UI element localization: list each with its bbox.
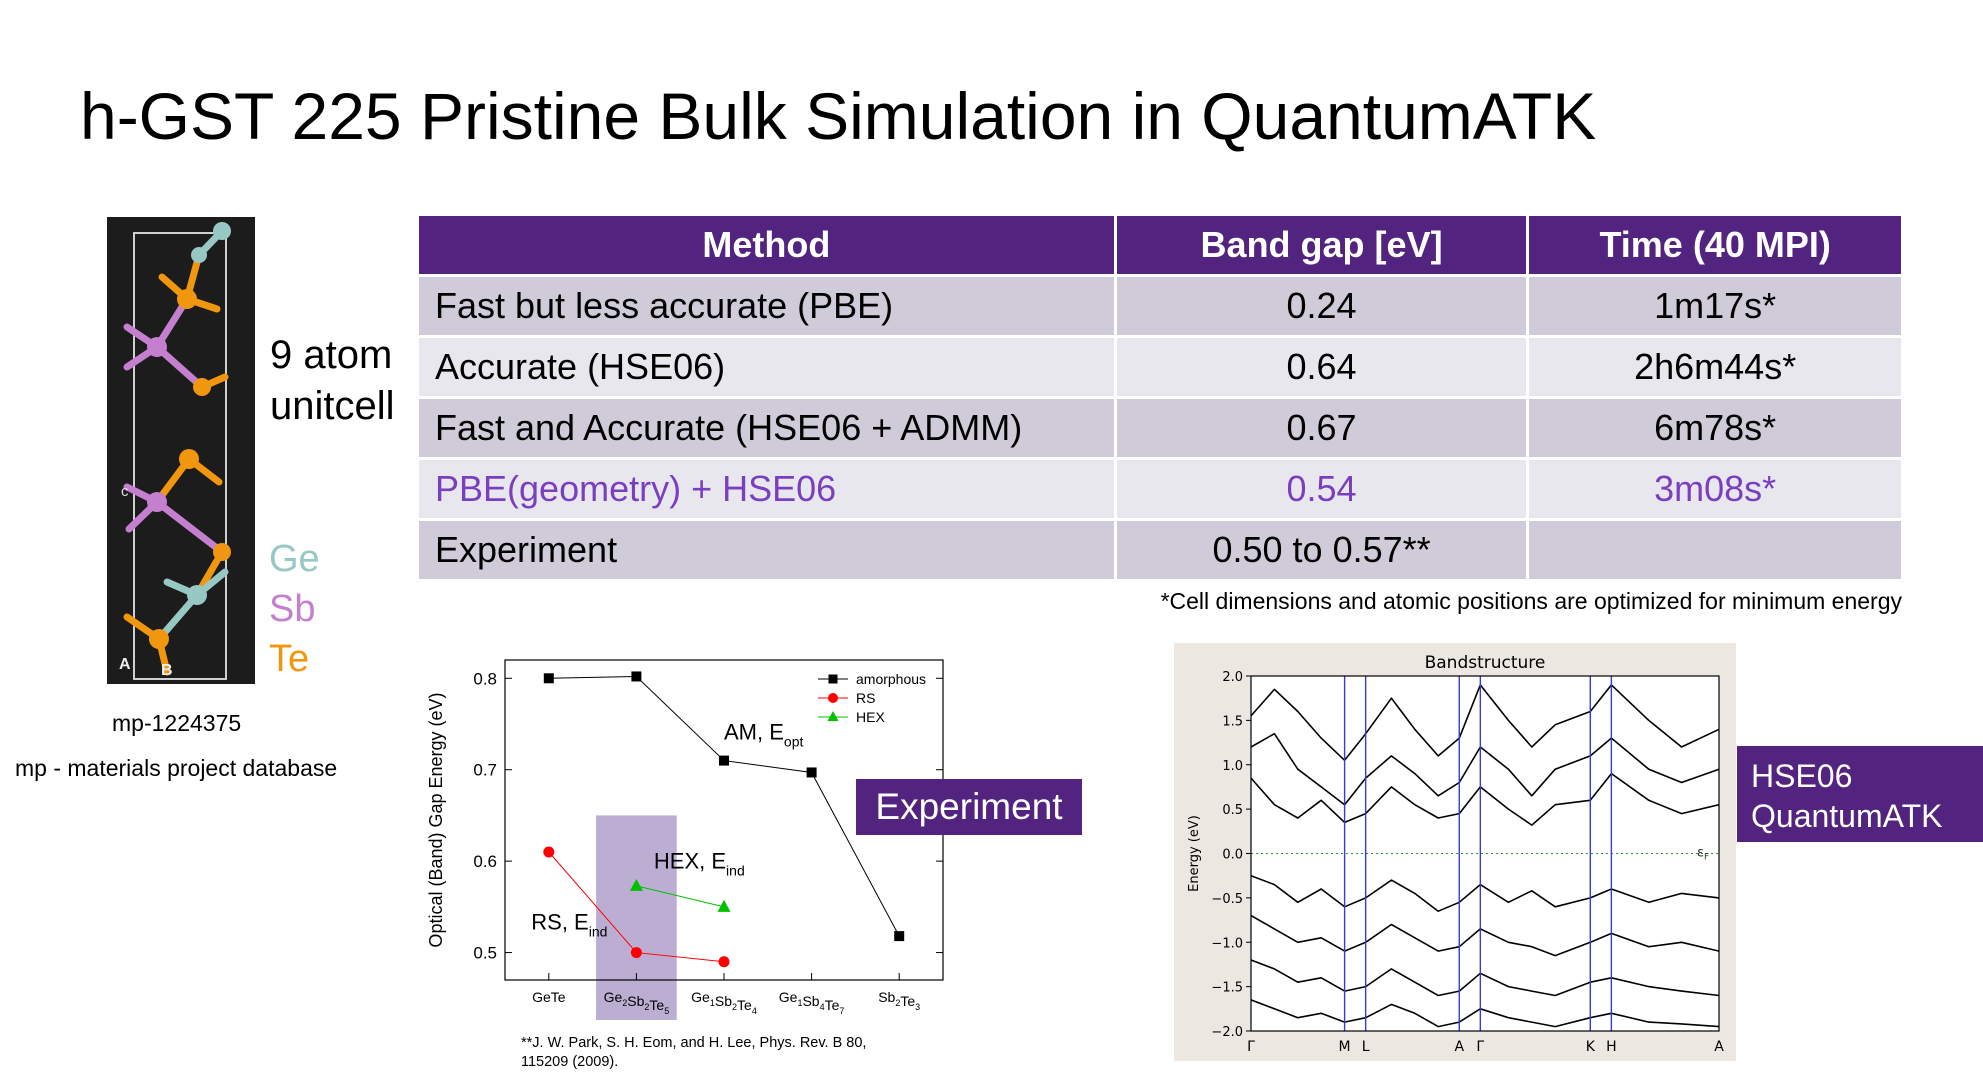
y-tick-label: 0.5 (473, 944, 497, 963)
y-tick-label: −0.5 (1211, 892, 1243, 907)
method-cell: Accurate (HSE06) (419, 336, 1117, 399)
y-tick-label: 0.6 (473, 852, 497, 871)
kpoint-label: A (1454, 1039, 1464, 1055)
hse06-quantumatk-badge: HSE06 QuantumATK (1737, 746, 1983, 842)
data-point-RS (630, 947, 642, 959)
method-cell: Fast but less accurate (PBE) (419, 275, 1117, 338)
annotation: RS, Eind (531, 910, 607, 940)
time-cell: 6m78s* (1527, 397, 1904, 460)
data-point-amorphous (894, 931, 905, 942)
chart-title: Bandstructure (1425, 653, 1546, 673)
legend-marker-RS (828, 693, 838, 703)
kpoint-label: Γ (1247, 1039, 1255, 1055)
reference-citation: **J. W. Park, S. H. Eom, and H. Lee, Phy… (521, 1035, 867, 1070)
element-ge-label: Ge (269, 538, 320, 580)
crystal-bonds (123, 227, 229, 676)
table-row: Experiment 0.50 to 0.57** (419, 519, 1904, 582)
mp-database-note: mp - materials project database (15, 755, 338, 781)
experiment-badge: Experiment (856, 779, 1082, 835)
axis-c-label: c (121, 483, 129, 500)
method-cell: Fast and Accurate (HSE06 + ADMM) (419, 397, 1117, 460)
unit-cell-frame (133, 232, 227, 680)
highlight-band (596, 815, 677, 1020)
time-cell: 2h6m44s* (1527, 336, 1904, 399)
table-row: Fast but less accurate (PBE) 0.24 1m17s* (419, 275, 1904, 338)
element-sb-label: Sb (269, 588, 316, 630)
annotation: HEX, Eind (654, 848, 745, 878)
x-tick-label: Ge2Sb2Te5 (604, 989, 670, 1016)
y-tick-label: −1.0 (1211, 936, 1243, 951)
x-tick-label: Ge1Sb4Te7 (779, 989, 845, 1016)
y-tick-label: 1.5 (1222, 714, 1243, 729)
data-point-RS (718, 956, 730, 968)
legend-marker-HEX (827, 711, 839, 721)
y-tick-label: 0.5 (1222, 803, 1243, 818)
y-tick-label: 2.0 (1222, 670, 1243, 685)
slide-title: h-GST 225 Pristine Bulk Simulation in Qu… (80, 79, 1597, 153)
crystal-structure-image: c A B (107, 217, 255, 684)
gap-cell: 0.67 (1115, 397, 1530, 460)
legend-label-RS: RS (856, 690, 875, 706)
y-tick-label: 0.0 (1222, 848, 1243, 863)
kpoint-label: K (1586, 1039, 1596, 1055)
data-point-amorphous (631, 671, 642, 682)
data-point-HEX (629, 878, 643, 891)
y-tick-label: −1.5 (1211, 981, 1243, 996)
header-band-gap: Band gap [eV] (1115, 216, 1530, 277)
gap-cell: 0.54 (1115, 458, 1530, 521)
series-line-HEX (636, 885, 725, 908)
data-point-amorphous (543, 673, 554, 684)
time-cell: 3m08s* (1527, 458, 1904, 521)
y-axis-label: Energy (eV) (1187, 815, 1202, 892)
legend-label-HEX: HEX (856, 709, 885, 725)
data-point-amorphous (719, 755, 729, 766)
method-cell: PBE(geometry) + HSE06 (419, 458, 1117, 521)
gap-cell: 0.24 (1115, 275, 1530, 338)
optical-gap-chart: 0.5 0.6 0.7 0.8 GeTe Ge2Sb2Te5 Ge1Sb2Te4 Ge1Sb4… (426, 659, 944, 1020)
data-point-RS (543, 846, 555, 858)
gap-cell: 0.50 to 0.57** (1115, 519, 1530, 582)
element-te-label: Te (269, 638, 310, 680)
kpoint-label: A (1714, 1039, 1724, 1055)
table-header-row: Method Band gap [eV] Time (40 MPI) (419, 216, 1904, 277)
legend-label-amorphous: amorphous (856, 671, 926, 687)
crystal-atoms (147, 222, 231, 649)
x-tick-label: GeTe (532, 989, 566, 1005)
time-cell: 1m17s* (1527, 275, 1904, 338)
kpoint-label: L (1362, 1039, 1370, 1055)
time-cell (1527, 519, 1904, 582)
fermi-label: εF (1697, 846, 1709, 863)
mp-id-label: mp-1224375 (112, 710, 242, 736)
x-tick-label: Ge1Sb2Te4 (691, 989, 757, 1016)
y-tick-label: 0.8 (473, 669, 497, 688)
y-tick-label: 1.0 (1222, 759, 1243, 774)
method-cell: Experiment (419, 519, 1117, 582)
gap-cell: 0.64 (1115, 336, 1530, 399)
table-footnote: *Cell dimensions and atomic positions ar… (1160, 588, 1902, 614)
atom-count-label: 9 atom unitcell (270, 333, 395, 428)
method-comparison-table: Method Band gap [eV] Time (40 MPI) Fast … (419, 216, 1904, 582)
kpoint-label: Γ (1476, 1039, 1484, 1055)
data-point-amorphous (806, 767, 817, 778)
table-row: Fast and Accurate (HSE06 + ADMM) 0.67 6m… (419, 397, 1904, 460)
legend-marker-amorphous (828, 674, 838, 684)
annotation: AM, Eopt (724, 720, 803, 750)
kpoint-label: M (1339, 1039, 1351, 1055)
axis-a-label: A (119, 656, 131, 673)
y-axis-label: Optical (Band) Gap Energy (eV) (426, 692, 446, 947)
x-tick-label: Sb2Te3 (878, 989, 920, 1012)
table-row: Accurate (HSE06) 0.64 2h6m44s* (419, 336, 1904, 399)
header-method: Method (419, 216, 1117, 277)
table-row-highlighted: PBE(geometry) + HSE06 0.54 3m08s* (419, 458, 1904, 521)
data-point-HEX (717, 899, 731, 912)
y-tick-label: −2.0 (1211, 1025, 1243, 1040)
kpoint-label: H (1606, 1039, 1617, 1055)
header-time: Time (40 MPI) (1527, 216, 1904, 277)
y-tick-label: 0.7 (473, 761, 497, 780)
axis-b-label: B (161, 662, 173, 679)
